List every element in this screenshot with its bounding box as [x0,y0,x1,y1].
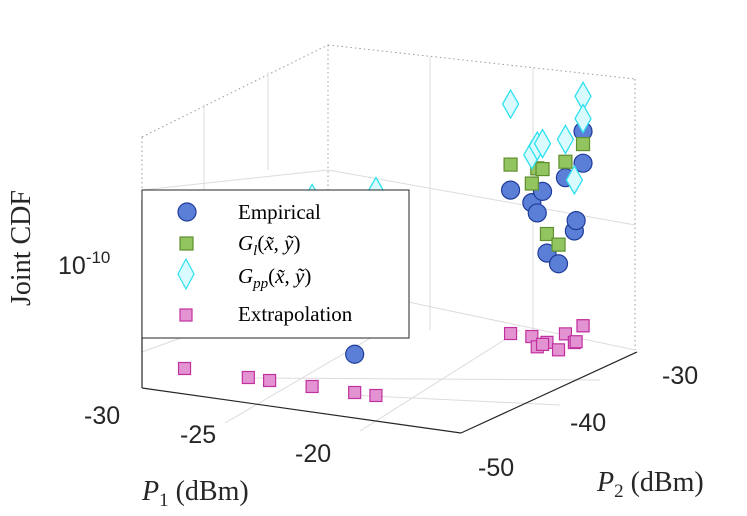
x-axis-subscript: 1 [159,490,169,511]
empirical-marker [566,211,586,231]
extrapolation-marker [177,361,192,376]
x-tick-labels: -30 -25 -20 [84,402,331,468]
legend-marker-extrap [179,308,193,322]
x-axis-symbol: P [141,476,159,507]
x-tick-label: -25 [180,421,216,449]
gl-marker [558,154,573,169]
legend-label-gpp: Gpp(x̃, ỹ) [238,264,311,292]
legend-gpp-close: ) [304,264,311,288]
extrapolation-marker [369,388,383,403]
legend-gl-y: ỹ [282,231,294,255]
x-axis-unit: (dBm) [169,476,249,507]
extrapolation-marker [241,370,255,385]
extrapolation-marker [576,319,590,333]
x-axis-label: P1 (dBm) [141,476,249,511]
gpp-marker [574,103,592,134]
legend-gl-G: G [238,231,253,255]
empirical-marker [500,180,521,200]
y-tick-labels: -50 -40 -30 [478,362,698,482]
z-tick-exponent: -10 [86,248,111,267]
z-tick-label: 10-10 [58,248,110,280]
y-axis-label: P2 (dBm) [596,467,704,502]
legend-label-empirical: Empirical [238,200,321,224]
legend-label-extrapolation: Extrapolation [238,302,353,326]
x-tick-label: -20 [295,440,331,468]
z-tick-base: 10 [58,252,86,280]
x-tick-label: -30 [84,402,120,430]
y-tick-label: -40 [570,409,606,437]
legend-marker-empirical [177,202,197,222]
z-axis-label: Joint CDF [6,190,37,306]
axes-box [141,44,638,434]
legend: Empirical Gl(x̃, ỹ) Gpp(x̃, ỹ) Extrapola… [141,189,410,339]
gpp-marker [565,164,584,196]
gpp-marker [533,128,552,159]
legend-label-gl: Gl(x̃, ỹ) [238,231,301,259]
legend-gpp-G: G [238,264,253,288]
gpp-marker [501,88,520,120]
legend-gl-x: x̃ [263,231,274,255]
legend-gpp-x: x̃ [274,264,285,288]
extrapolation-marker [348,385,362,400]
extrapolation-marker [503,326,518,341]
legend-gl-close: ) [294,231,301,255]
legend-gpp-y: ỹ [293,264,305,288]
legend-gl-comma: , [274,231,285,255]
y-axis-symbol: P [596,467,614,498]
legend-gpp-sub: pp [252,276,269,292]
gl-marker [575,136,591,152]
gl-marker [535,161,550,177]
extrapolation-marker [263,373,277,388]
empirical-marker [548,254,569,274]
extrapolation-marker [305,379,319,394]
extrapolation-marker [551,343,566,357]
y-tick-label: -50 [478,454,514,482]
gl-marker [539,226,555,242]
empirical-marker [345,344,365,364]
gl-marker [503,157,518,172]
legend-gl-args: ( [257,231,264,255]
empirical-marker [527,203,547,223]
legend-marker-gl [179,236,194,251]
extrapolation-marker [535,337,550,351]
empirical-marker [573,153,593,173]
gpp-marker [556,124,575,155]
legend-gpp-comma: , [285,264,296,288]
y-axis-subscript: 2 [614,481,624,502]
y-tick-label: -30 [662,362,698,390]
legend-gpp-args: ( [268,264,275,288]
gl-marker [551,237,566,252]
gl-marker [524,176,539,191]
z-tick-labels: 10-10 [58,248,110,280]
y-axis-unit: (dBm) [624,467,704,498]
extrapolation-marker [569,335,583,349]
legend-marker-gpp [177,257,195,291]
legend-gl-sub: l [253,243,257,259]
